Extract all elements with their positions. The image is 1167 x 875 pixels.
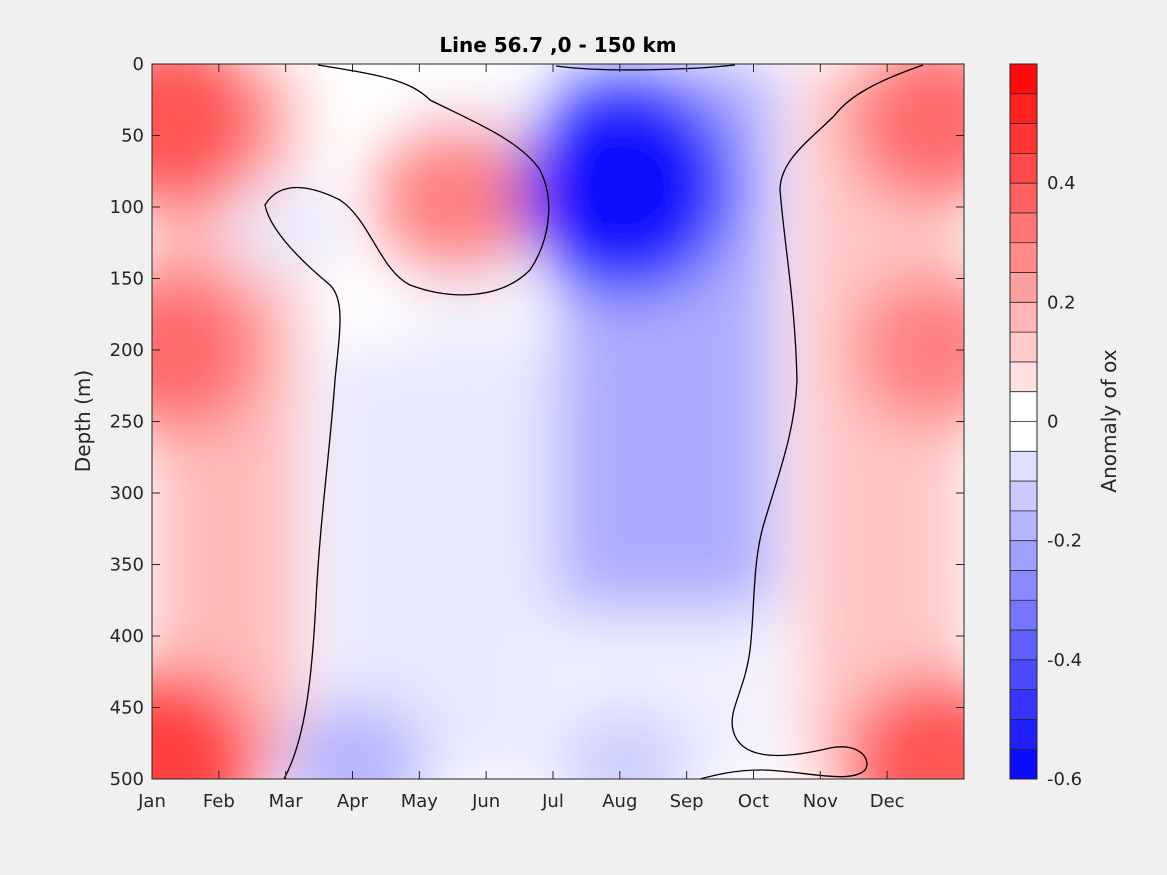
colorbar-segment: [1010, 64, 1037, 95]
colorbar-tick-label: 0: [1047, 412, 1058, 433]
chart-title: Line 56.7 ,0 - 150 km: [439, 33, 676, 57]
colorbar-segment: [1010, 272, 1037, 303]
anomaly-extremum: [850, 64, 964, 204]
colorbar-tick-label: -0.4: [1047, 650, 1082, 671]
x-tick-label: Feb: [203, 791, 235, 812]
x-tick-label: Jan: [137, 791, 166, 812]
y-tick-label: 250: [110, 412, 144, 433]
anomaly-extremum: [854, 274, 964, 426]
colorbar-segment: [1010, 153, 1037, 184]
x-tick-label: Jun: [471, 791, 500, 812]
colorbar-segment: [1010, 749, 1037, 780]
y-tick-label: 350: [110, 555, 144, 576]
colorbar-segment: [1010, 391, 1037, 422]
zero-contour: [264, 64, 550, 779]
colorbar-segment: [1010, 689, 1037, 720]
x-tick-label: Dec: [870, 791, 905, 812]
anomaly-extremum: [374, 123, 539, 276]
anomaly-extremum: [559, 710, 692, 779]
colorbar-tick-label: -0.2: [1047, 531, 1082, 552]
zero-contour: [555, 64, 736, 71]
colorbar-segment: [1010, 242, 1037, 274]
x-axis: Jan Feb Mar Apr May Jun Jul Aug Sep Oct Nov Dec: [137, 64, 905, 812]
y-tick-label: 300: [110, 483, 144, 504]
x-tick-label: Nov: [803, 791, 838, 812]
colorbar-segment: [1010, 332, 1037, 363]
colorbar-segment: [1010, 361, 1037, 393]
y-tick-label: 450: [110, 698, 144, 719]
colorbar-segment: [1010, 540, 1037, 571]
anomaly-extremum: [227, 182, 347, 275]
colorbar-tick-label: -0.6: [1047, 769, 1082, 790]
colorbar-tick-label: 0.4: [1047, 173, 1076, 194]
colorbar-segment: [1010, 302, 1037, 333]
colorbar-segment: [1010, 212, 1037, 244]
colorbar-segment: [1010, 93, 1037, 125]
y-tick-label: 100: [110, 197, 144, 218]
colorbar-segment: [1010, 659, 1037, 691]
colorbar-segment: [1010, 481, 1037, 512]
y-tick-label: 150: [110, 269, 144, 290]
zero-contour: [699, 64, 924, 779]
anomaly-extremum: [283, 703, 427, 779]
x-tick-label: Mar: [269, 791, 304, 812]
x-tick-label: Oct: [738, 791, 769, 812]
anomaly-extremum: [152, 64, 264, 210]
x-tick-label: May: [401, 791, 439, 812]
x-tick-label: Jul: [541, 791, 564, 812]
x-tick-label: Aug: [602, 791, 637, 812]
y-tick-label: 500: [110, 769, 144, 790]
y-tick-label: 50: [121, 126, 144, 147]
colorbar-frame: [1009, 63, 1038, 780]
colorbar-ticks: 0.4 0.2 0 -0.2 -0.4 -0.6: [1047, 173, 1082, 790]
colorbar[interactable]: [1009, 63, 1038, 780]
colorbar-segment: [1010, 719, 1037, 750]
zero-contour-lines: [264, 64, 924, 779]
colorbar-label: Anomaly of ox: [1097, 349, 1121, 492]
y-axis: 0 50 100 150 200 250 300 350 400 450 500: [110, 54, 964, 790]
colorbar-segment: [1010, 570, 1037, 601]
plot-area: [152, 64, 964, 779]
anomaly-field: [152, 64, 964, 779]
anomaly-extremum: [152, 670, 258, 779]
x-tick-label: Apr: [337, 791, 369, 812]
colorbar-segment: [1010, 600, 1037, 631]
colorbar-segment: [1010, 630, 1037, 661]
anomaly-extremum: [518, 75, 733, 296]
anomaly-extremum: [152, 268, 259, 432]
colorbar-segment: [1010, 510, 1037, 542]
colorbar-segment: [1010, 421, 1037, 452]
y-tick-label: 0: [133, 54, 144, 75]
colorbar-segment: [1010, 451, 1037, 482]
colorbar-tick-label: 0.2: [1047, 292, 1076, 313]
y-tick-label: 400: [110, 626, 144, 647]
colorbar-segment: [1010, 123, 1037, 154]
y-tick-label: 200: [110, 340, 144, 361]
x-tick-label: Sep: [670, 791, 704, 812]
colorbar-segment: [1010, 183, 1037, 214]
anomaly-extremum: [845, 676, 964, 779]
y-axis-label: Depth (m): [71, 370, 95, 472]
